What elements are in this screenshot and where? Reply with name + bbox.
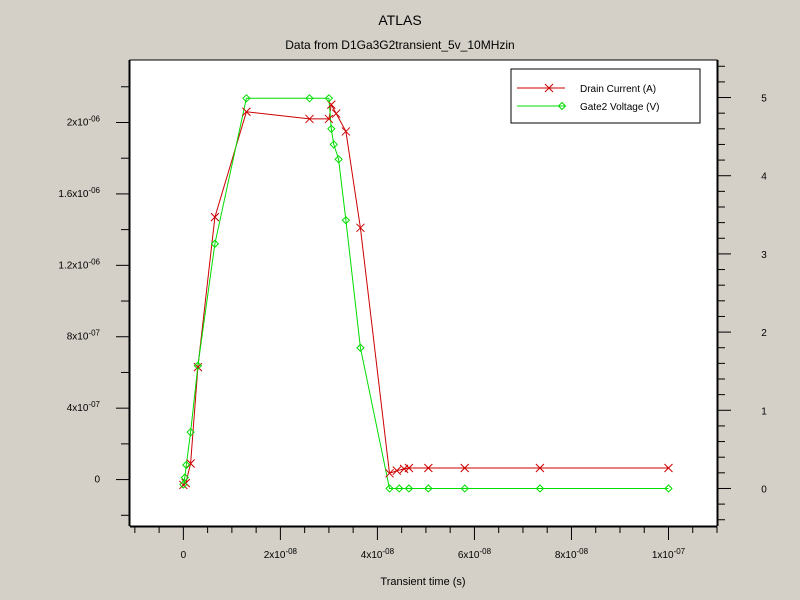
y-tick-label: 2x10-06 [67, 114, 101, 128]
legend-box [510, 68, 701, 124]
data-point-drain [460, 463, 470, 473]
y2-tick-label: 0 [761, 484, 767, 495]
data-point-gate [341, 216, 351, 225]
y-tick-label: 1.6x10-06 [58, 186, 100, 200]
data-point-drain [423, 463, 433, 473]
data-point-gate [329, 140, 338, 149]
y2-tick-label: 5 [761, 94, 767, 105]
x-tick-label: 1x10-07 [652, 547, 686, 561]
data-point-gate [180, 473, 190, 482]
data-point-drain [404, 463, 414, 473]
y2-tick-label: 2 [761, 328, 767, 339]
data-point-gate [242, 94, 251, 103]
data-point-gate [535, 484, 545, 493]
data-point-drain [535, 463, 545, 473]
x-tick-label: 4x10-08 [361, 547, 395, 561]
data-point-drain [210, 212, 220, 222]
y2-tick-label: 1 [761, 406, 767, 417]
data-point-gate [334, 155, 343, 164]
data-point-gate [460, 484, 469, 493]
data-point-drain [392, 466, 402, 476]
data-point-drain [341, 127, 351, 136]
app-title: ATLAS [378, 12, 422, 28]
data-point-drain [385, 468, 394, 478]
plot-area [129, 59, 718, 527]
data-point-gate [179, 480, 188, 489]
y2-tick-label: 3 [761, 250, 767, 261]
legend-label-gate: Gate2 Voltage (V) [580, 102, 660, 113]
y-tick-label: 4x10-07 [67, 400, 101, 414]
data-point-drain [305, 114, 314, 124]
y2-tick-label: 4 [761, 172, 767, 183]
x-axis-label: Transient time (s) [380, 576, 466, 588]
legend: Drain Current (A) Gate2 Voltage (V) [510, 68, 701, 124]
legend-marker-gate [557, 101, 567, 111]
data-point-drain [331, 109, 341, 118]
data-point-gate [356, 343, 365, 352]
data-point-gate [404, 484, 414, 493]
data-point-gate [424, 484, 433, 493]
x-tick-label: 8x10-08 [555, 547, 589, 561]
data-point-gate [193, 361, 203, 370]
chart-subtitle: Data from D1Ga3G2transient_5v_10MHzin [285, 38, 515, 52]
data-point-gate [186, 427, 195, 437]
data-point-gate [327, 124, 336, 134]
y-tick-label: 0 [94, 475, 100, 486]
series-line-gate [182, 97, 669, 489]
x-tick-label: 2x10-08 [264, 547, 298, 561]
legend-label-drain: Drain Current (A) [580, 84, 656, 95]
data-point-gate [305, 94, 314, 103]
data-point-gate [385, 484, 394, 493]
data-point-gate [395, 484, 404, 493]
data-point-drain [664, 463, 673, 473]
y-tick-label: 8x10-07 [67, 329, 101, 343]
x-tick-label: 0 [181, 550, 187, 561]
data-point-drain [242, 107, 251, 117]
data-point-gate [182, 460, 191, 470]
data-point-gate [664, 484, 673, 493]
data-point-drain [324, 114, 334, 124]
data-point-drain [356, 223, 365, 233]
data-point-gate [210, 239, 220, 248]
data-point-gate [324, 94, 334, 103]
y-tick-label: 1.2x10-06 [58, 257, 100, 271]
legend-marker-drain [544, 83, 554, 93]
x-tick-label: 6x10-08 [458, 547, 492, 561]
